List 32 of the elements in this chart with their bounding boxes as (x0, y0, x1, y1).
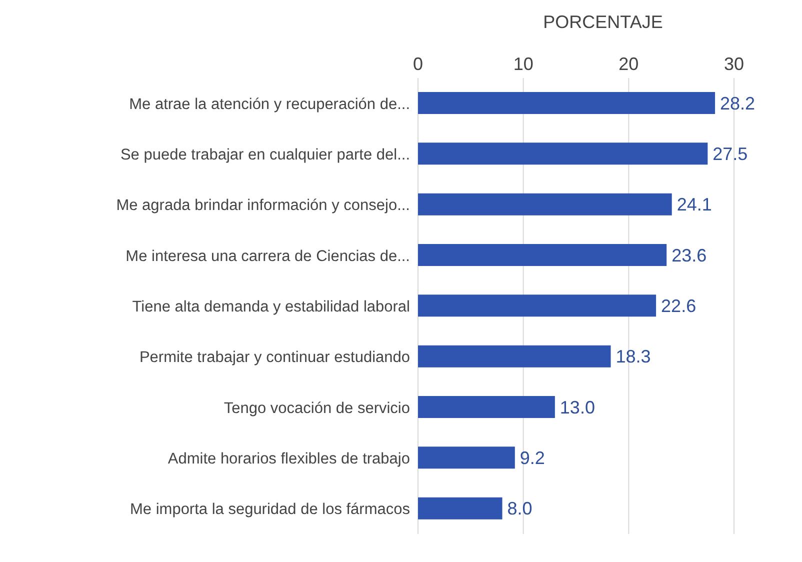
data-label: 27.5 (712, 144, 748, 164)
bar (418, 142, 708, 165)
y-tick-label: Me interesa una carrera de Ciencias de... (126, 248, 410, 265)
data-label: 22.6 (661, 296, 696, 316)
data-label: 24.1 (676, 194, 712, 215)
x-tick-label: 20 (618, 54, 639, 74)
bar (418, 446, 515, 469)
bar (418, 294, 656, 317)
bar (418, 92, 716, 114)
data-label: 23.6 (672, 245, 707, 266)
y-tick-label: Se puede trabajar en cualquier parte del... (120, 146, 410, 164)
x-tick-label: 0 (412, 54, 424, 74)
y-tick-label: Me importa la seguridad de los fármacos (130, 501, 410, 518)
y-tick-label: Admite horarios flexibles de trabajo (168, 450, 410, 468)
x-tick-label: 10 (513, 54, 534, 74)
data-label: 9.2 (520, 448, 545, 468)
data-label: 13.0 (560, 397, 595, 418)
y-tick-label: Tiene alta demanda y estabilidad laboral (132, 298, 410, 316)
y-tick-label: Permite trabajar y continuar estudiando (139, 349, 410, 366)
data-label: 28.2 (720, 93, 756, 114)
bar (418, 345, 611, 368)
data-label: 18.3 (616, 346, 651, 367)
bar (418, 244, 667, 266)
x-axis-title: PORCENTAJE (542, 12, 664, 33)
bar (418, 396, 555, 418)
x-tick-label: 30 (724, 54, 744, 74)
y-tick-label: Me atrae la atención y recuperación de... (129, 96, 410, 113)
data-label: 8.0 (507, 498, 532, 519)
bar (418, 497, 502, 520)
y-tick-label: Tengo vocación de servicio (224, 400, 410, 417)
bar (418, 193, 672, 216)
y-tick-label: Me agrada brindar información y consejo... (116, 197, 410, 214)
